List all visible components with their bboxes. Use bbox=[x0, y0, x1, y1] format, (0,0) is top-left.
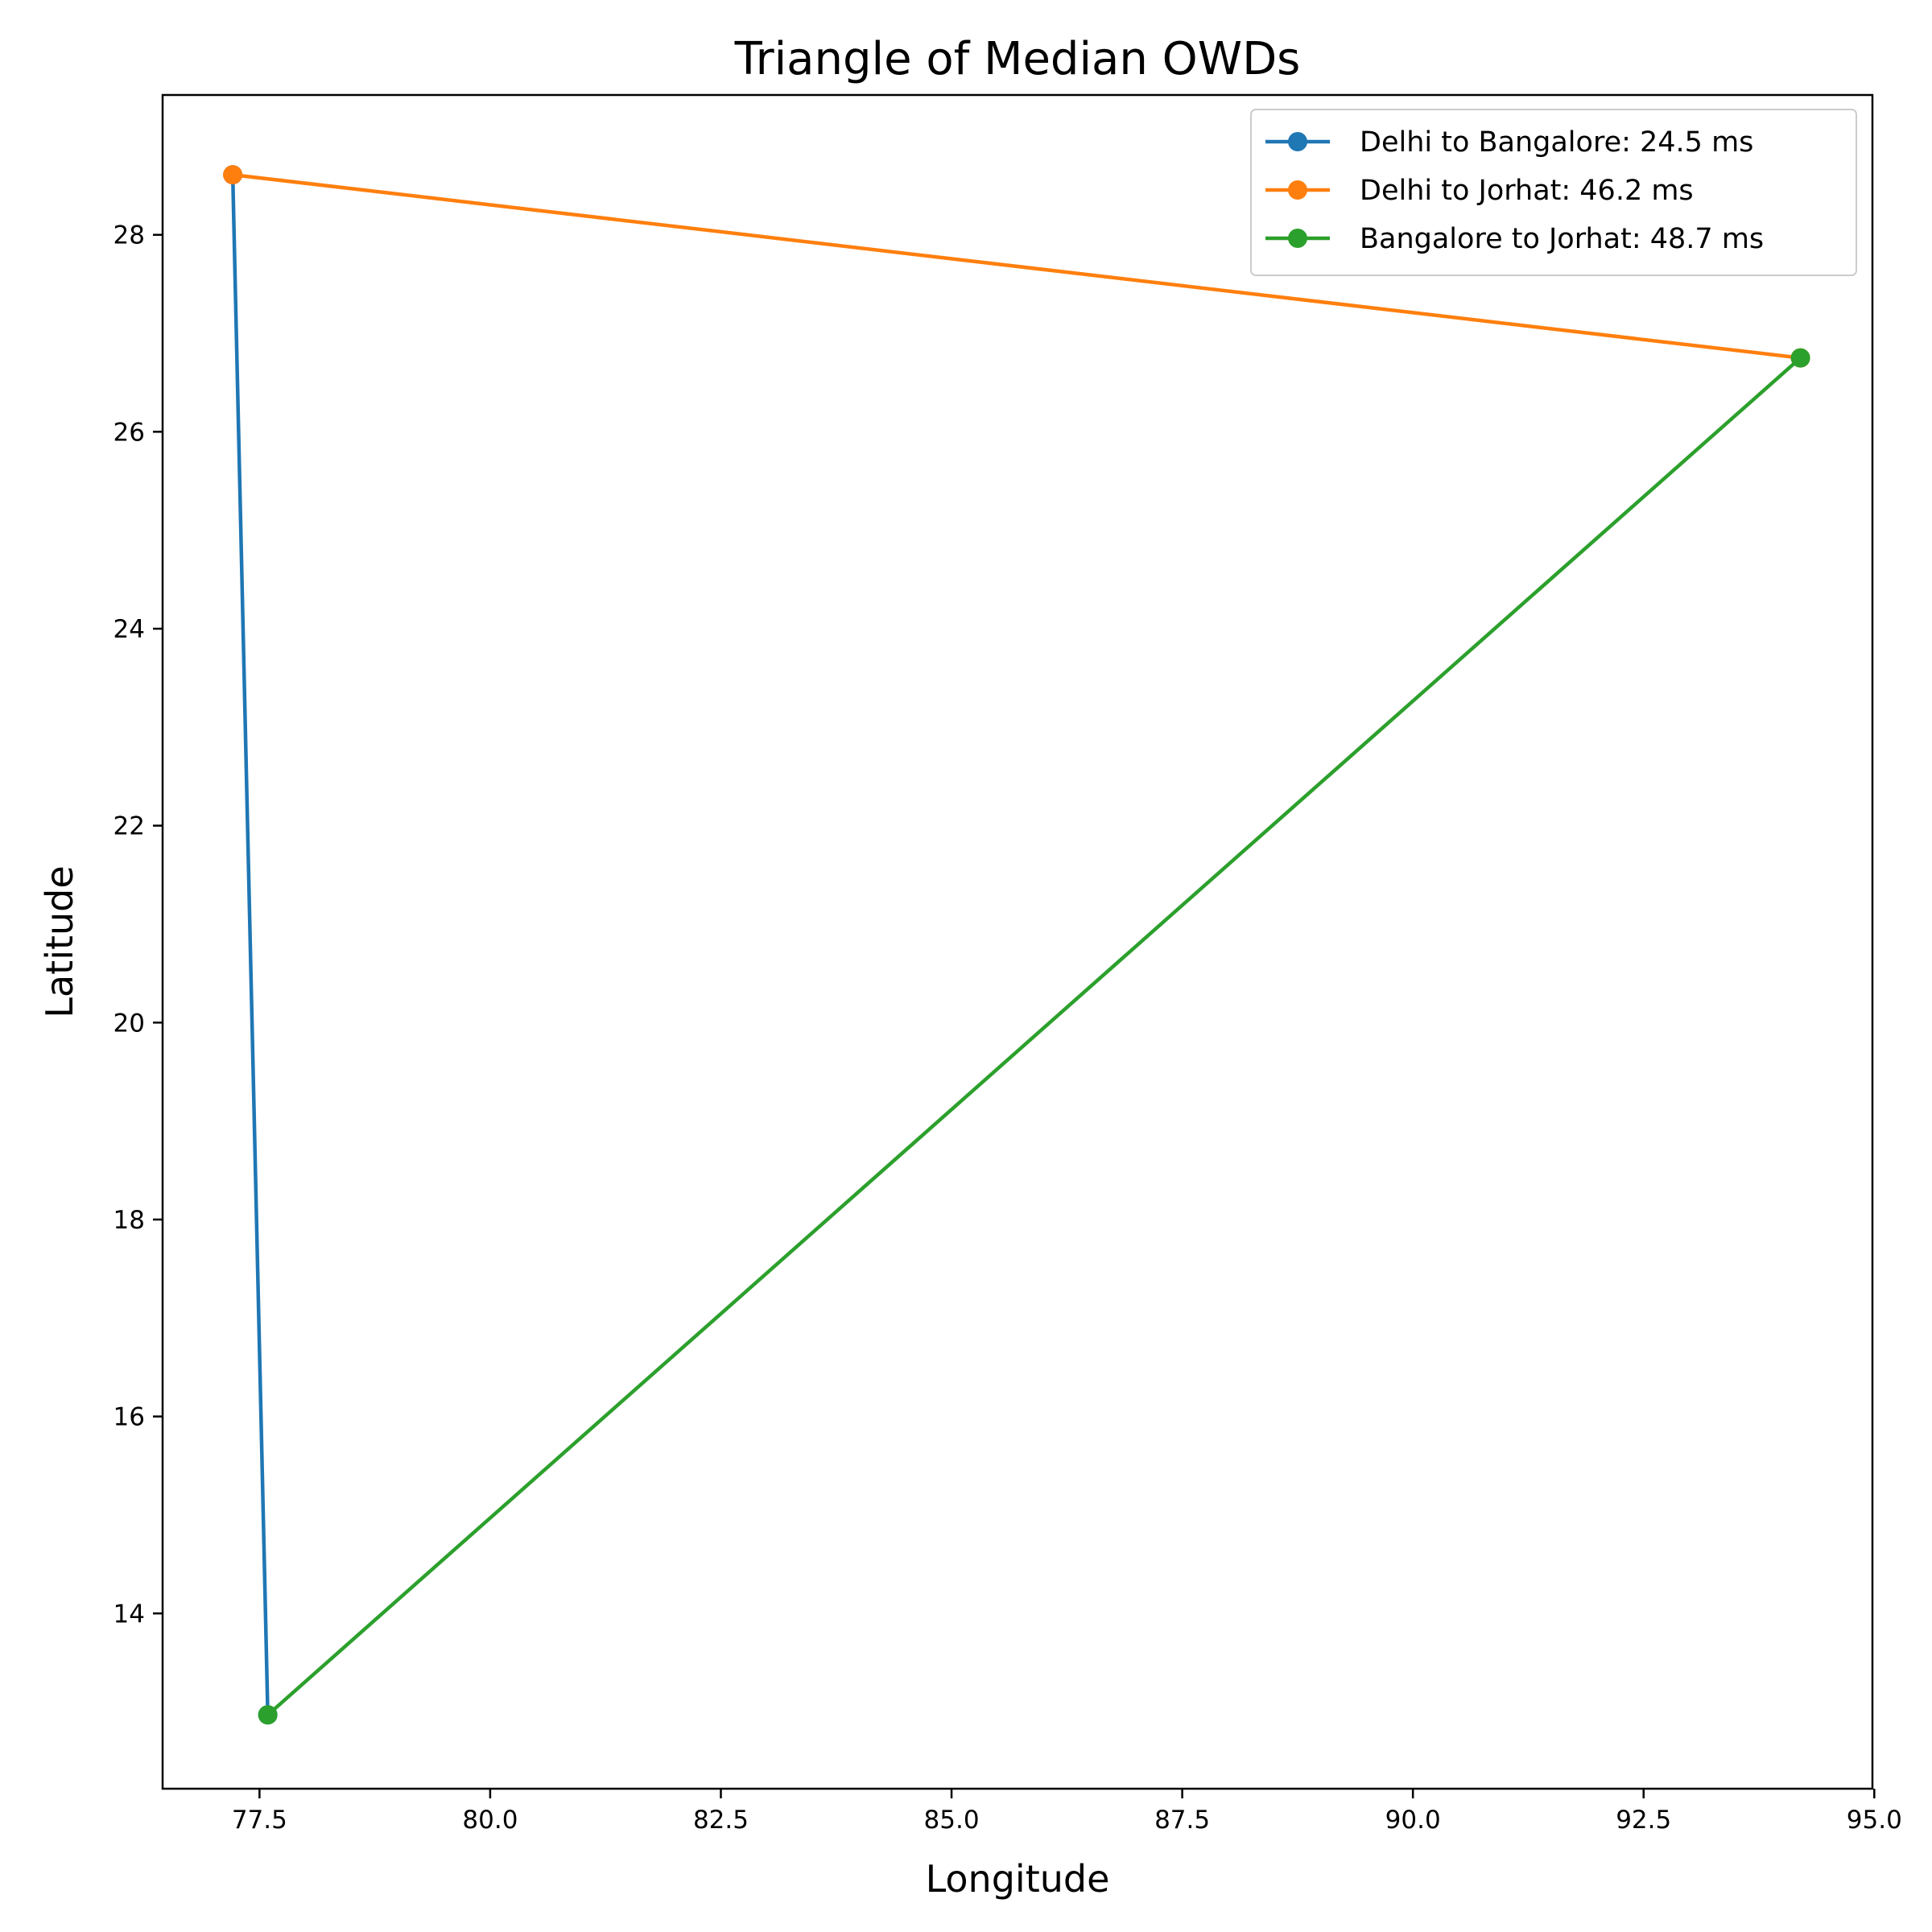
y-tick-label: 14 bbox=[114, 1600, 145, 1629]
legend-label: Delhi to Bangalore: 24.5 ms bbox=[1360, 126, 1753, 159]
y-tick-label: 20 bbox=[114, 1009, 145, 1038]
x-tick-label: 95.0 bbox=[1847, 1806, 1902, 1835]
legend-box bbox=[1250, 109, 1857, 276]
legend-marker bbox=[1288, 229, 1307, 248]
x-tick-label: 90.0 bbox=[1385, 1806, 1441, 1835]
x-tick-label: 77.5 bbox=[232, 1806, 287, 1835]
y-tick-label: 22 bbox=[114, 812, 145, 841]
legend-items: Delhi to Bangalore: 24.5 ms Delhi to Jorh… bbox=[1265, 126, 1764, 255]
legend: Delhi to Bangalore: 24.5 ms Delhi to Jorh… bbox=[1250, 109, 1857, 276]
plot-frame bbox=[161, 93, 1874, 1790]
data-point bbox=[1790, 348, 1810, 368]
y-tick-label: 18 bbox=[114, 1206, 145, 1235]
y-tick-label: 28 bbox=[114, 221, 145, 250]
x-tick-label: 80.0 bbox=[462, 1806, 518, 1835]
x-tick-label: 82.5 bbox=[693, 1806, 749, 1835]
x-axis-label: Longitude bbox=[926, 1857, 1110, 1901]
y-axis-ticks: 14 16 18 20 22 24 26 28 bbox=[114, 221, 163, 1629]
chart-title: Triangle of Median OWDs bbox=[734, 33, 1301, 85]
x-axis-ticks: 77.5 80.0 82.5 85.0 87.5 90.0 92.5 95.0 bbox=[232, 1789, 1902, 1835]
series-line bbox=[232, 172, 1801, 360]
series-line bbox=[266, 356, 1802, 1716]
legend-entry: Bangalore to Jorhat: 48.7 ms bbox=[1265, 223, 1764, 255]
y-tick-label: 26 bbox=[114, 418, 145, 447]
y-tick-label: 24 bbox=[114, 615, 145, 644]
x-tick-label: 92.5 bbox=[1616, 1806, 1671, 1835]
series-1 bbox=[223, 165, 278, 1725]
legend-marker bbox=[1288, 180, 1307, 200]
series-layer bbox=[223, 165, 1810, 1725]
legend-marker bbox=[1288, 132, 1307, 151]
data-point bbox=[223, 165, 243, 185]
x-tick-label: 85.0 bbox=[924, 1806, 980, 1835]
legend-label: Bangalore to Jorhat: 48.7 ms bbox=[1360, 223, 1764, 255]
legend-entry: Delhi to Bangalore: 24.5 ms bbox=[1265, 126, 1753, 159]
x-tick-label: 87.5 bbox=[1154, 1806, 1210, 1835]
series-3 bbox=[258, 348, 1810, 1725]
data-point bbox=[258, 1705, 278, 1725]
legend-label: Delhi to Jorhat: 46.2 ms bbox=[1360, 175, 1694, 207]
legend-entry: Delhi to Jorhat: 46.2 ms bbox=[1265, 175, 1694, 207]
series-line bbox=[230, 175, 270, 1715]
y-axis-label: Latitude bbox=[38, 865, 81, 1018]
y-tick-label: 16 bbox=[114, 1403, 145, 1432]
